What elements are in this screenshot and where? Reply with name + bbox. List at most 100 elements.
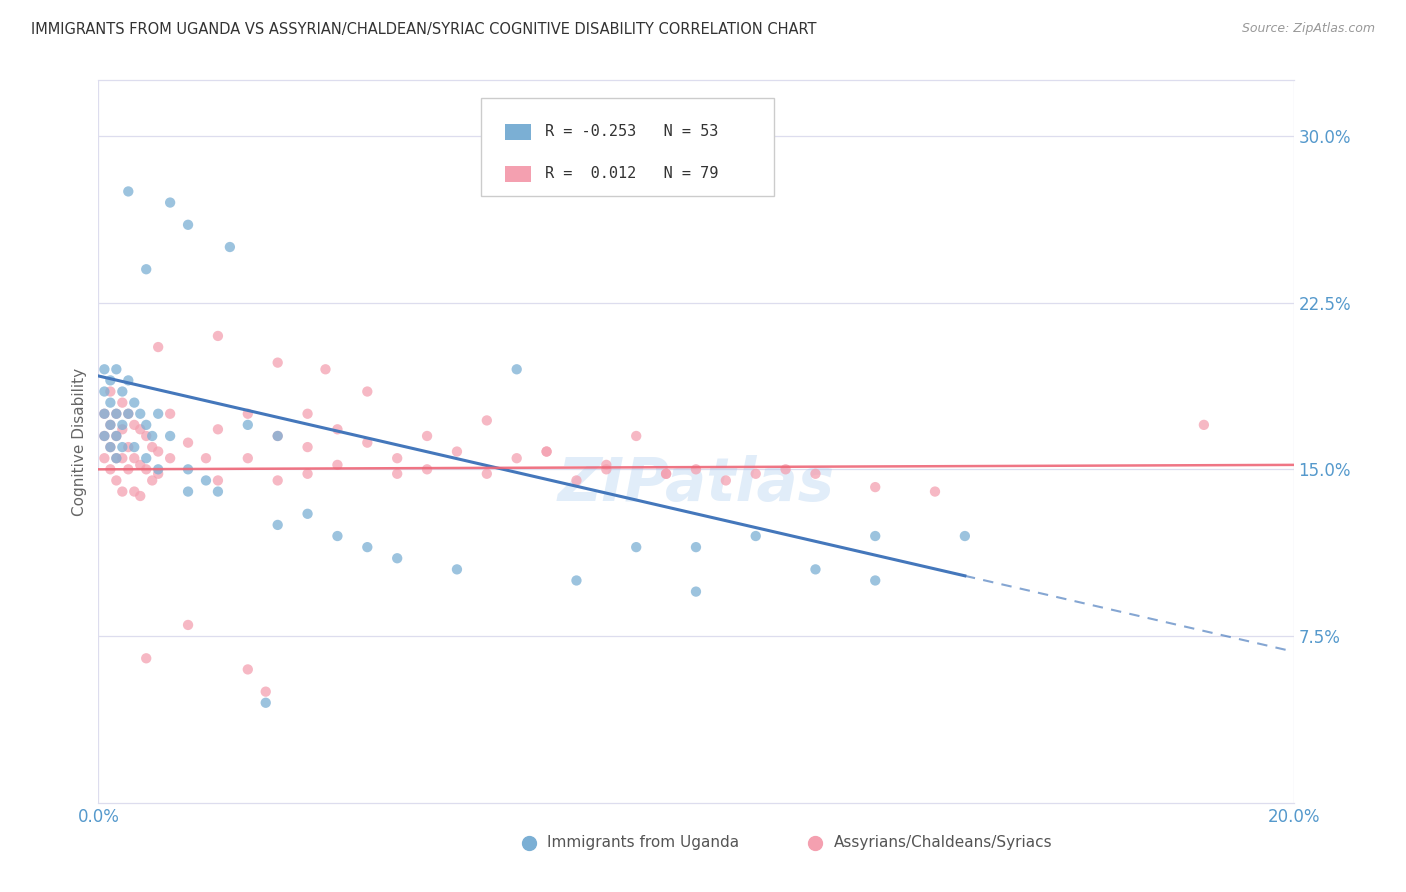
Point: [98, 395, 122, 409]
Point: [105, 429, 128, 443]
Text: IMMIGRANTS FROM UGANDA VS ASSYRIAN/CHALDEAN/SYRIAC COGNITIVE DISABILITY CORRELAT: IMMIGRANTS FROM UGANDA VS ASSYRIAN/CHALD…: [31, 22, 817, 37]
Point: [135, 262, 157, 277]
Point: [141, 429, 163, 443]
Point: [148, 467, 170, 481]
Point: [207, 474, 229, 488]
Point: [117, 462, 139, 476]
Point: [98, 462, 122, 476]
Point: [177, 484, 200, 499]
Point: [159, 195, 181, 210]
Point: [124, 451, 146, 466]
Point: [105, 362, 128, 376]
Point: [865, 480, 887, 494]
Point: [595, 462, 617, 476]
Point: [98, 417, 122, 432]
Point: [326, 458, 349, 472]
Point: [93, 407, 115, 421]
Text: R = -0.253   N = 53: R = -0.253 N = 53: [546, 124, 718, 139]
Point: [93, 451, 115, 466]
Point: [924, 484, 946, 499]
Point: [93, 362, 115, 376]
Point: [416, 429, 439, 443]
Point: [475, 467, 498, 481]
Point: [148, 340, 170, 354]
Point: [98, 373, 122, 387]
Point: [267, 429, 290, 443]
Point: [267, 356, 290, 370]
Point: [297, 467, 319, 481]
Point: [124, 417, 146, 432]
Point: [111, 417, 134, 432]
Point: [195, 474, 218, 488]
Point: [207, 484, 229, 499]
Text: Assyrians/Chaldeans/Syriacs: Assyrians/Chaldeans/Syriacs: [834, 835, 1052, 850]
Point: [267, 429, 290, 443]
Point: [135, 462, 157, 476]
Point: [105, 407, 128, 421]
Point: [626, 540, 648, 554]
Point: [129, 407, 152, 421]
Point: [326, 529, 349, 543]
Point: [685, 462, 707, 476]
Point: [775, 462, 797, 476]
Point: [446, 562, 468, 576]
Point: [219, 240, 242, 254]
Point: [111, 440, 134, 454]
Point: [93, 384, 115, 399]
Point: [129, 489, 152, 503]
Point: [865, 574, 887, 588]
Point: [236, 662, 259, 676]
Point: [356, 435, 378, 450]
Point: [105, 429, 128, 443]
Point: [141, 474, 163, 488]
Point: [148, 444, 170, 458]
Point: [236, 417, 259, 432]
Point: [117, 373, 139, 387]
Point: [565, 574, 588, 588]
Point: [177, 435, 200, 450]
FancyBboxPatch shape: [505, 166, 531, 182]
Point: [105, 407, 128, 421]
Point: [953, 529, 976, 543]
Point: [446, 444, 468, 458]
Point: [98, 440, 122, 454]
Point: [315, 362, 337, 376]
Point: [385, 551, 409, 566]
Point: [148, 462, 170, 476]
Point: [655, 467, 678, 481]
Point: [148, 407, 170, 421]
Point: [626, 429, 648, 443]
Point: [655, 467, 678, 481]
Point: [129, 422, 152, 436]
Point: [506, 362, 529, 376]
Point: [117, 440, 139, 454]
Point: [111, 484, 134, 499]
Point: [356, 540, 378, 554]
Point: [297, 407, 319, 421]
Point: [159, 407, 181, 421]
Point: [254, 684, 277, 698]
Point: [177, 218, 200, 232]
Point: [159, 429, 181, 443]
Point: [177, 462, 200, 476]
Point: [93, 407, 115, 421]
Point: [105, 451, 128, 466]
Point: [124, 440, 146, 454]
Point: [93, 429, 115, 443]
Text: ZIPatlas: ZIPatlas: [557, 456, 835, 515]
Point: [385, 467, 409, 481]
Y-axis label: Cognitive Disability: Cognitive Disability: [72, 368, 87, 516]
Point: [1192, 417, 1215, 432]
Point: [135, 417, 157, 432]
Point: [135, 651, 157, 665]
Point: [111, 384, 134, 399]
Point: [804, 467, 827, 481]
Point: [207, 329, 229, 343]
Point: [565, 474, 588, 488]
Point: [356, 384, 378, 399]
Point: [207, 422, 229, 436]
Point: [506, 451, 529, 466]
Point: [177, 618, 200, 632]
Point: [98, 440, 122, 454]
Point: [685, 540, 707, 554]
